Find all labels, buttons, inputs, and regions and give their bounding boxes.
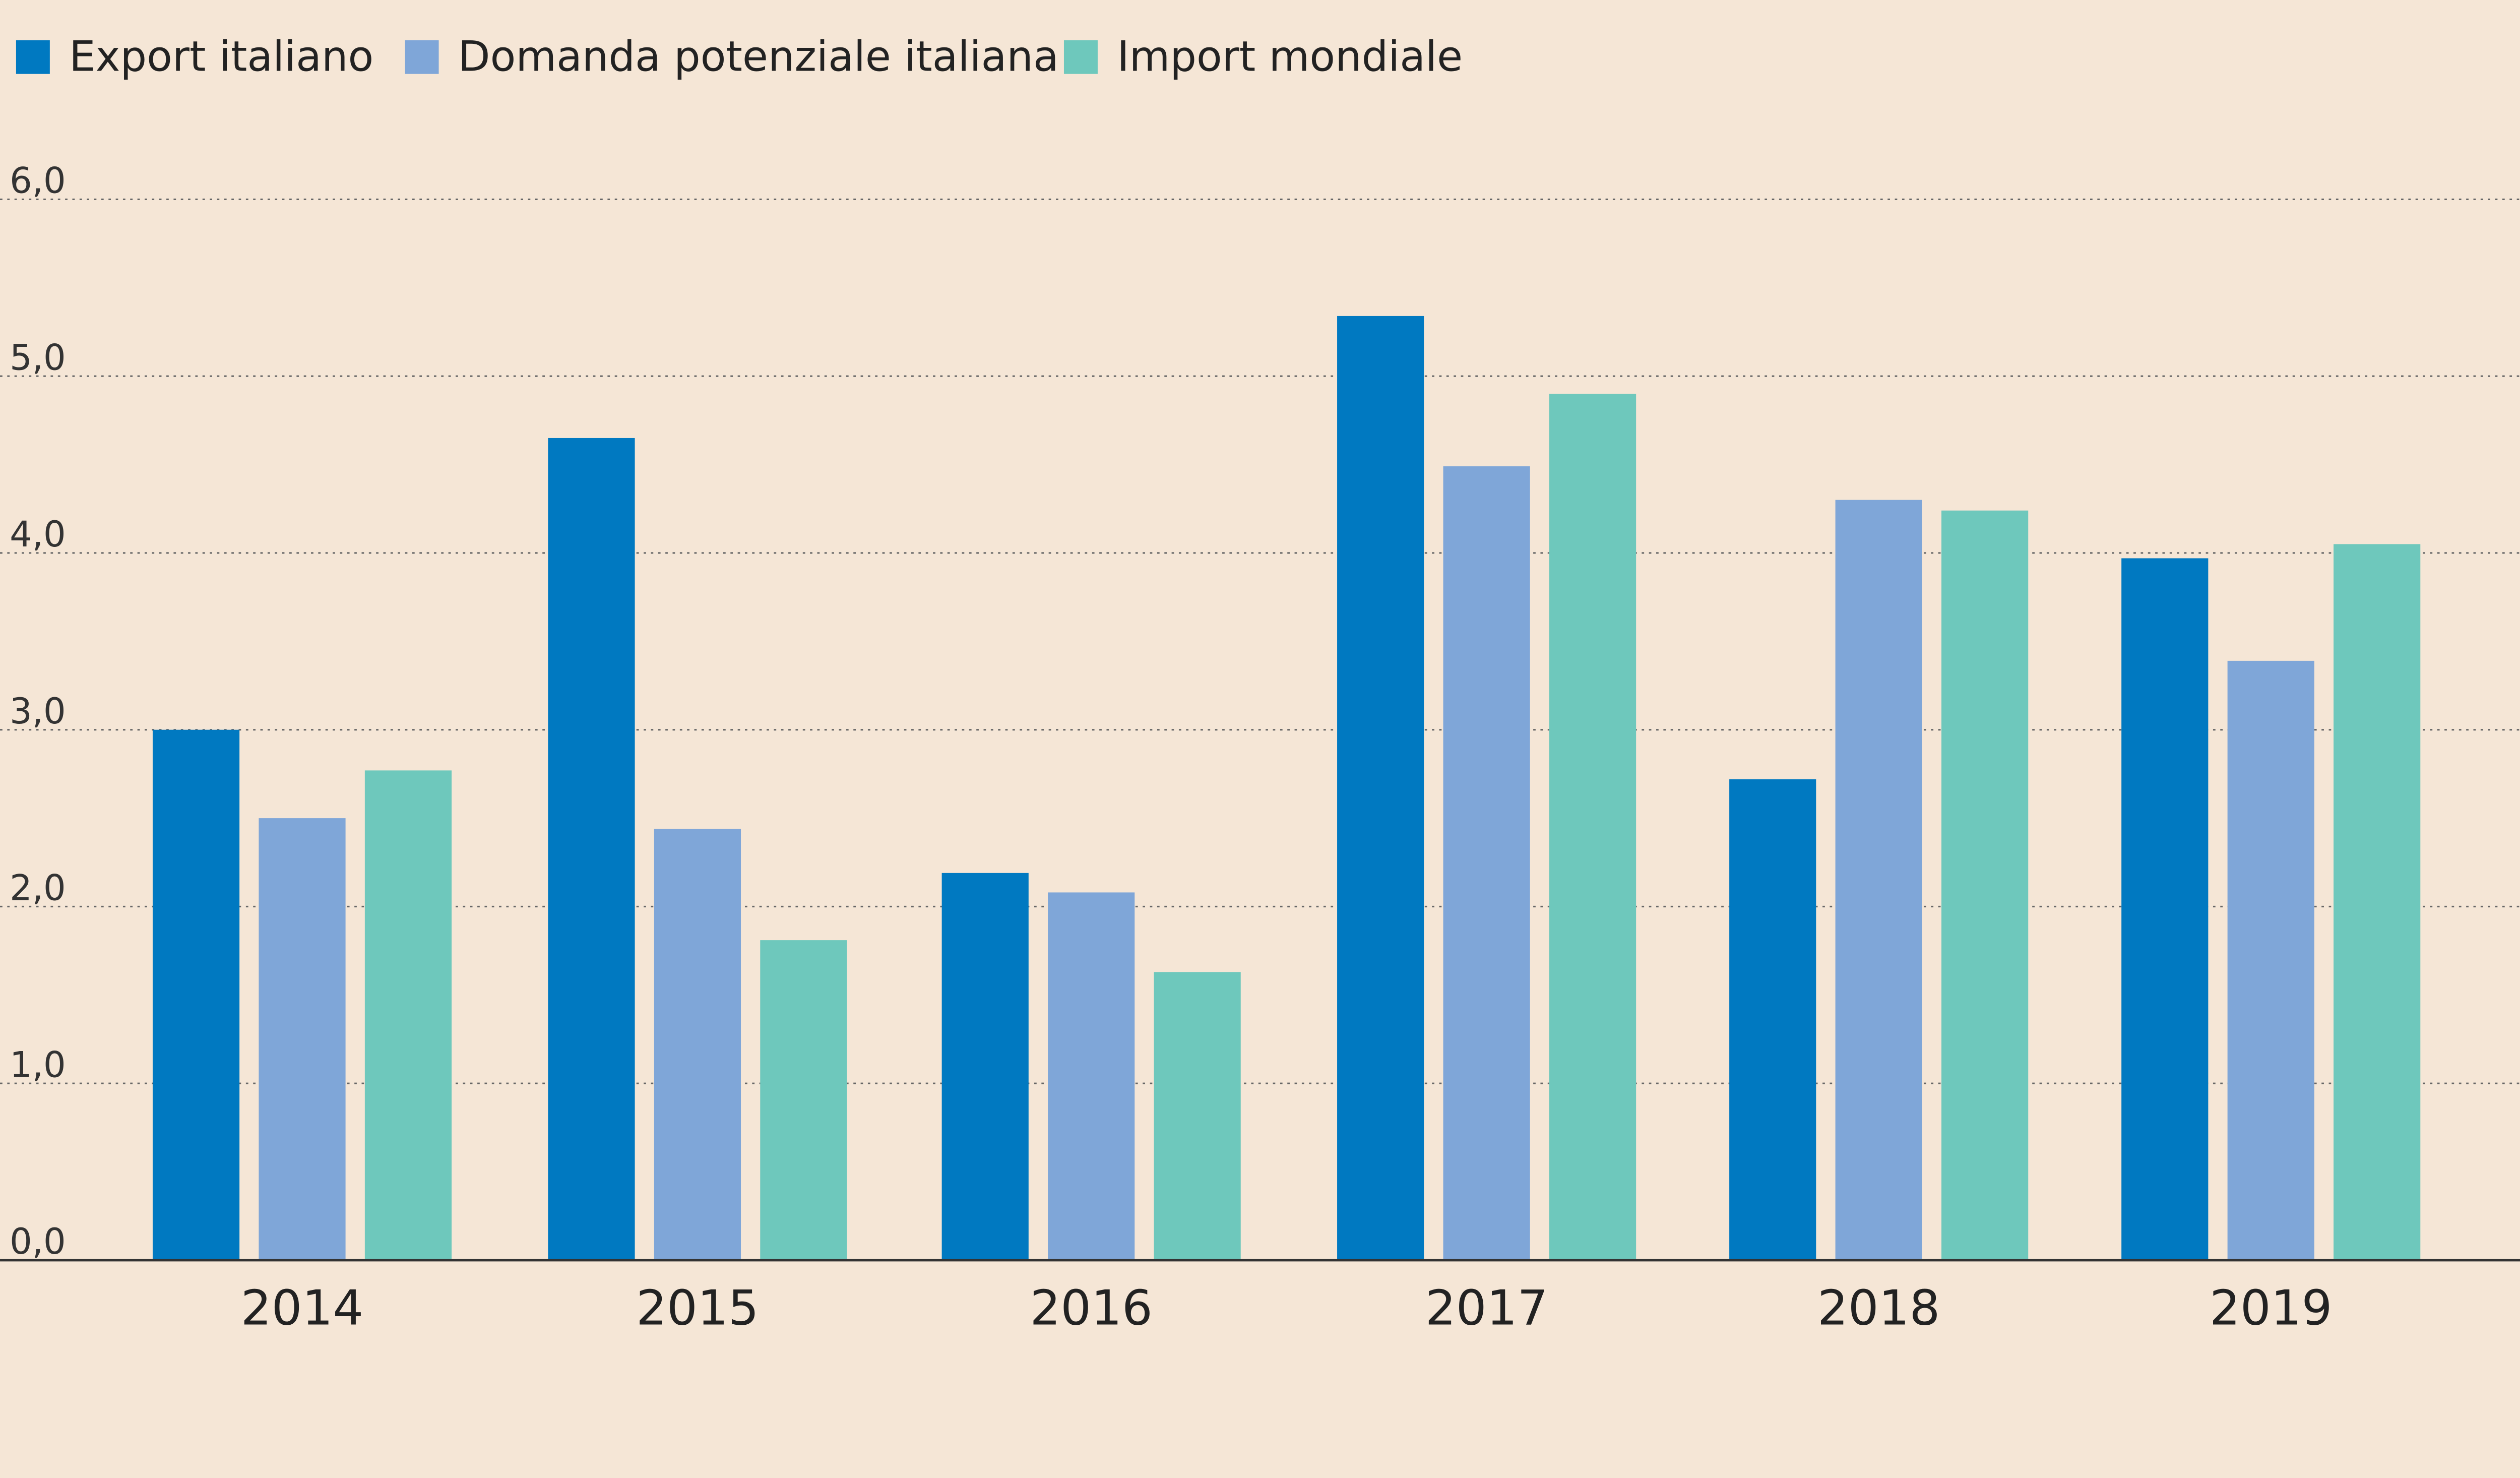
y-tick-label: 3,0 (10, 691, 66, 732)
y-tick-label: 4,0 (10, 514, 66, 555)
x-tick-label: 2015 (636, 1280, 759, 1336)
bar-2016-export-italiano (941, 873, 1029, 1260)
x-tick-label: 2018 (1817, 1280, 1940, 1336)
x-tick-label: 2014 (241, 1280, 363, 1336)
bar-2016-import-mondiale (1154, 972, 1241, 1260)
y-tick-label: 5,0 (10, 337, 66, 378)
bar-2016-domanda-potenziale-italiana (1048, 892, 1135, 1260)
legend-swatch (405, 40, 439, 74)
x-tick-label: 2016 (1030, 1280, 1152, 1336)
legend-label: Import mondiale (1117, 32, 1463, 81)
legend: Export italiano Domanda potenziale italia… (16, 32, 1463, 81)
bar-2015-import-mondiale (760, 940, 847, 1260)
y-tick-label: 2,0 (10, 868, 66, 909)
bars (152, 316, 2421, 1260)
bar-2015-export-italiano (548, 438, 635, 1260)
bar-2019-import-mondiale (2334, 544, 2421, 1260)
legend-label: Export italiano (69, 32, 373, 81)
x-axis-ticks: 2014 2015 2016 2017 2018 2019 (241, 1280, 2333, 1336)
bar-2014-import-mondiale (364, 770, 452, 1260)
bar-2014-domanda-potenziale-italiana (259, 818, 346, 1260)
bar-2014-export-italiano (152, 729, 240, 1260)
legend-swatch (1063, 40, 1098, 74)
gridlines: 0,0 1,0 2,0 3,0 4,0 5,0 6,0 (0, 160, 2520, 1262)
bar-2018-domanda-potenziale-italiana (1835, 500, 1922, 1260)
bar-2019-export-italiano (2121, 558, 2209, 1260)
y-tick-label: 1,0 (10, 1044, 66, 1085)
y-tick-label: 0,0 (10, 1221, 66, 1262)
bar-2019-domanda-potenziale-italiana (2227, 660, 2314, 1260)
bar-2017-import-mondiale (1549, 394, 1636, 1260)
legend-swatch (16, 40, 50, 74)
bar-2015-domanda-potenziale-italiana (654, 829, 741, 1260)
x-tick-label: 2017 (1425, 1280, 1548, 1336)
bar-chart: Export italiano Domanda potenziale italia… (0, 32, 2520, 1336)
bar-2018-import-mondiale (1941, 510, 2029, 1260)
bar-2017-domanda-potenziale-italiana (1443, 466, 1530, 1260)
bar-2017-export-italiano (1337, 316, 1424, 1260)
bar-2018-export-italiano (1729, 779, 1816, 1260)
x-tick-label: 2019 (2210, 1280, 2332, 1336)
y-tick-label: 6,0 (10, 160, 66, 202)
legend-label: Domanda potenziale italiana (458, 32, 1059, 81)
